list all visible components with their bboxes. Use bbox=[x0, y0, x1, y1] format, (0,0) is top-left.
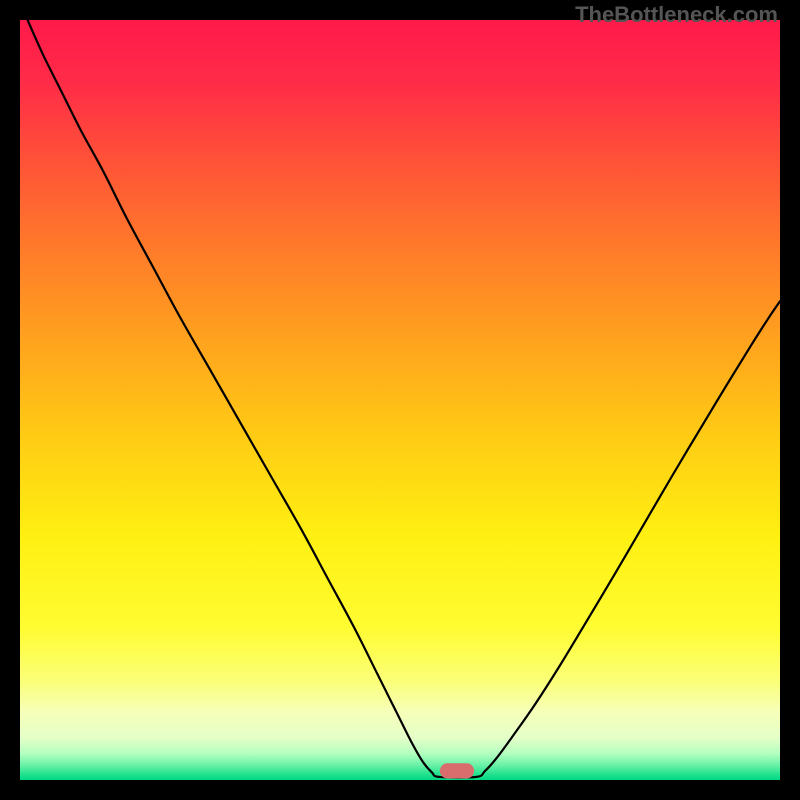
plot-area bbox=[20, 20, 780, 780]
chart-container: TheBottleneck.com bbox=[0, 0, 800, 800]
bottleneck-curve bbox=[20, 20, 780, 780]
minimum-marker bbox=[440, 763, 474, 778]
watermark-text: TheBottleneck.com bbox=[575, 2, 778, 28]
